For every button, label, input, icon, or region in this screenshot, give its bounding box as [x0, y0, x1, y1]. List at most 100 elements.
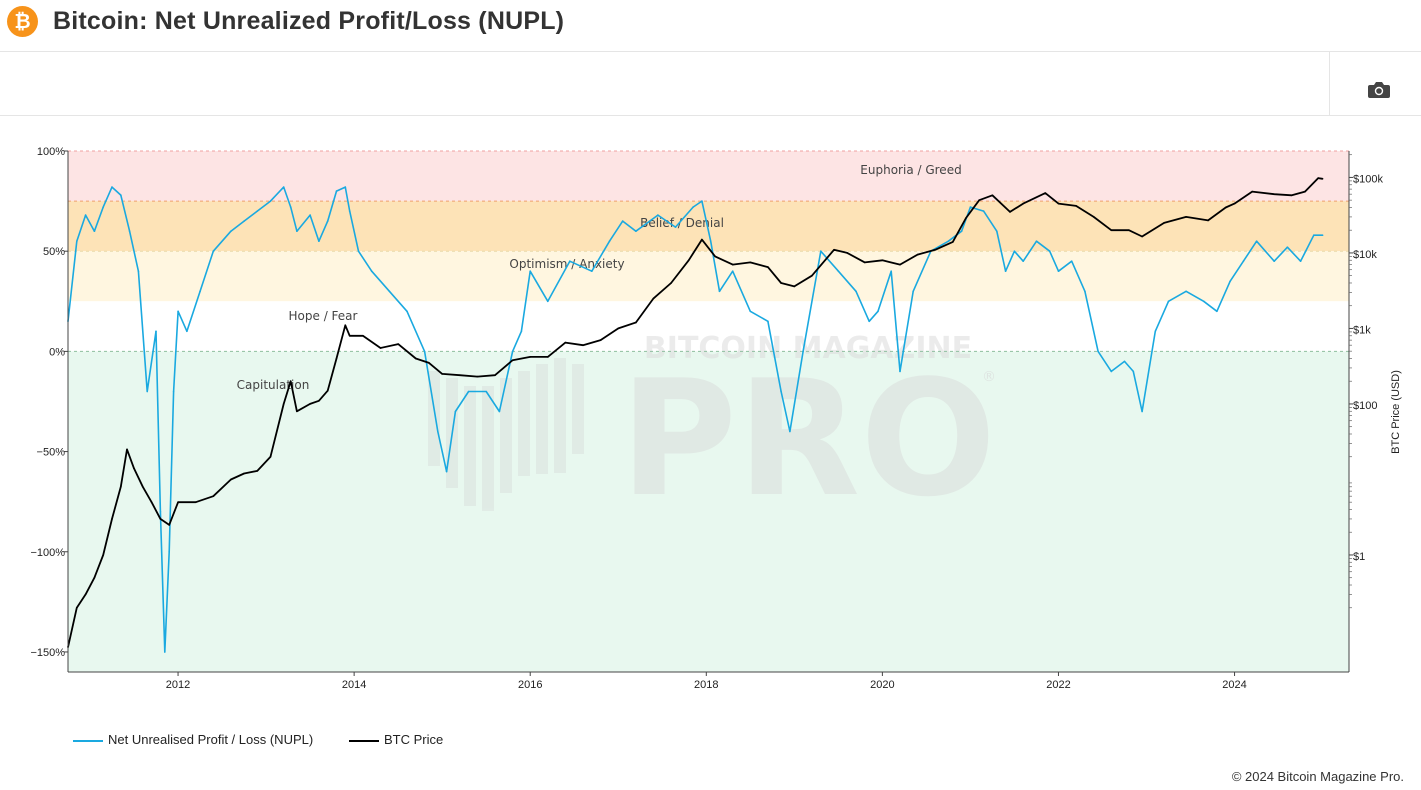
chart-toolbar	[0, 52, 1421, 116]
nupl-point-65	[837, 270, 840, 272]
btc-price-point-58	[846, 252, 848, 254]
btc-price-point-22	[296, 410, 298, 413]
btc-price-point-47	[670, 282, 672, 284]
x-tick-label-3: 2018	[694, 679, 718, 691]
btc-price-point-38	[511, 359, 514, 361]
nupl-series-line	[67, 186, 1323, 653]
nupl-point-28	[326, 220, 329, 222]
btc-price-point-46	[652, 297, 655, 300]
nupl-point-61	[780, 390, 782, 393]
page-title: Bitcoin: Net Unrealized Profit/Loss (NUP…	[53, 7, 565, 35]
copyright-footer: © 2024 Bitcoin Magazine Pro.	[1231, 769, 1404, 784]
btc-price-point-34	[441, 373, 444, 375]
nupl-point-88	[1123, 360, 1126, 363]
btc-price-point-69	[1022, 202, 1024, 205]
btc-price-point-31	[397, 343, 400, 345]
y-right-tick-label-1: $10k	[1353, 249, 1377, 261]
nupl-point-30	[344, 186, 347, 188]
nupl-point-70	[899, 370, 901, 373]
nupl-point-54	[692, 206, 694, 208]
btc-price-point-53	[767, 266, 769, 268]
nupl-point-47	[569, 260, 571, 262]
btc-price-point-30	[379, 347, 382, 349]
nupl-point-100	[1286, 246, 1289, 248]
btc-price-point-57	[833, 249, 835, 251]
btc-price-point-19	[269, 455, 272, 458]
btc-price-point-72	[1075, 205, 1077, 207]
btc-price-point-56	[811, 274, 813, 277]
nupl-point-26	[309, 214, 311, 216]
series-layer	[67, 177, 1324, 653]
btc-price-point-61	[899, 263, 901, 266]
nupl-point-2	[84, 214, 87, 216]
nupl-point-36	[423, 350, 426, 353]
x-tick-label-2: 2016	[518, 679, 542, 691]
btc-price-point-68	[1009, 211, 1011, 213]
y-left-tick-label-5: −150%	[30, 647, 65, 659]
btc-price-point-17	[243, 472, 245, 475]
y-left-tick-label-3: −50%	[37, 447, 66, 459]
legend-swatch-btc-price	[349, 739, 379, 742]
camera-icon[interactable]	[1366, 79, 1392, 101]
nupl-point-68	[877, 310, 879, 313]
toolbar-divider	[1329, 52, 1330, 115]
nupl-point-59	[749, 310, 752, 313]
btc-price-point-54	[780, 282, 782, 284]
nupl-point-83	[1057, 270, 1060, 272]
nupl-point-57	[718, 290, 721, 293]
btc-price-point-7	[126, 448, 128, 451]
nupl-point-58	[731, 270, 734, 272]
btc-price-point-71	[1057, 202, 1060, 205]
nupl-point-49	[608, 240, 611, 242]
btc-price-point-50	[714, 255, 716, 258]
y-right-tick-label-2: $1k	[1353, 324, 1371, 336]
legend-label-nupl: Net Unrealised Profit / Loss (NUPL)	[108, 732, 314, 747]
chart-area[interactable]: BITCOIN MAGAZINE PRO ® Euphoria / Greed B…	[0, 116, 1421, 756]
nupl-point-48	[591, 270, 593, 272]
nupl-point-78	[1004, 270, 1007, 272]
legend-swatch-nupl	[73, 739, 103, 742]
btc-price-point-8	[133, 467, 135, 470]
nupl-point-86	[1097, 350, 1099, 353]
btc-price-point-4	[102, 554, 104, 556]
nupl-point-4	[102, 206, 104, 208]
nupl-point-45	[529, 270, 531, 272]
y-right-tick-label-0: $100k	[1353, 173, 1383, 185]
nupl-point-40	[467, 390, 470, 393]
btc-price-point-44	[617, 327, 620, 330]
nupl-point-85	[1084, 290, 1086, 293]
nupl-point-12	[164, 651, 166, 653]
legend-item-nupl[interactable]: Net Unrealised Profit / Loss (NUPL)	[73, 732, 313, 747]
nupl-chart[interactable]: BITCOIN MAGAZINE PRO ® Euphoria / Greed B…	[0, 116, 1421, 756]
legend-item-btc-price[interactable]: BTC Price	[349, 732, 443, 747]
x-tick-label-0: 2012	[166, 679, 190, 691]
axes-layer: 100% 50% 0% −50% −100% −150% $100k $10k $1k $100 $…	[30, 146, 1402, 691]
y-left-tick-label-2: 0%	[49, 346, 65, 358]
btc-price-point-40	[547, 356, 549, 358]
btc-price-point-59	[864, 261, 866, 264]
nupl-point-80	[1022, 260, 1024, 262]
btc-price-point-85	[1304, 190, 1306, 193]
nupl-point-71	[912, 290, 914, 293]
nupl-point-10	[155, 330, 157, 333]
nupl-point-91	[1154, 330, 1157, 333]
nupl-point-5	[111, 186, 113, 188]
zone-band-0	[68, 151, 1349, 202]
zone-label-0: Euphoria / Greed	[860, 163, 961, 177]
nupl-point-46	[547, 300, 549, 303]
nupl-point-96	[1229, 280, 1231, 283]
btc-price-point-1	[76, 606, 78, 609]
btc-price-point-33	[428, 362, 430, 364]
nupl-point-60	[767, 320, 769, 323]
btc-price-point-32	[415, 357, 417, 360]
nupl-point-75	[969, 206, 972, 208]
x-tick-label-5: 2022	[1046, 679, 1070, 691]
btc-price-point-28	[348, 335, 351, 337]
btc-price-point-62	[916, 253, 919, 256]
nupl-point-25	[296, 230, 298, 232]
nupl-point-50	[621, 220, 624, 222]
y-right-tick-label-4: $1	[1353, 551, 1365, 563]
nupl-point-37	[437, 430, 439, 433]
btc-price-point-42	[582, 344, 584, 346]
page-header: ₿ Bitcoin: Net Unrealized Profit/Loss (N…	[0, 0, 1421, 52]
